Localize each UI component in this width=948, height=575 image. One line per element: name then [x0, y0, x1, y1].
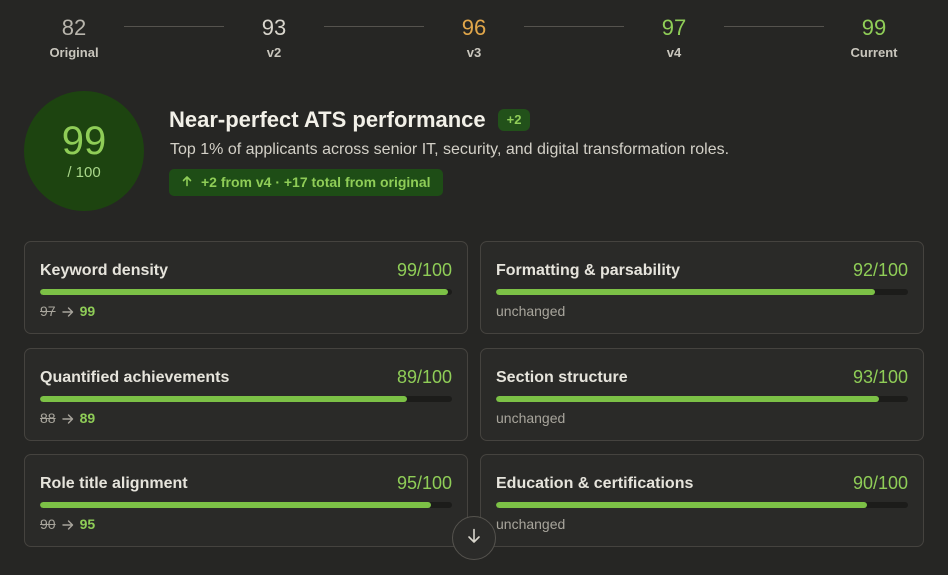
- metric-card[interactable]: Section structure 93/100 unchanged: [480, 347, 924, 441]
- previous-score: 90: [40, 516, 56, 532]
- metric-name: Quantified achievements: [40, 368, 230, 386]
- timeline-step-current[interactable]: 99 Current: [824, 14, 924, 61]
- arrow-up-icon: [181, 169, 193, 196]
- overall-score-circle: 99 / 100: [24, 91, 144, 211]
- timeline-connector: [724, 26, 824, 27]
- metric-name: Section structure: [496, 368, 628, 386]
- metric-score: 95/100: [396, 473, 452, 493]
- delta-badge: +2: [497, 109, 531, 131]
- metric-name: Keyword density: [40, 262, 169, 279]
- arrow-right-icon: [61, 410, 74, 426]
- timeline-step-v2[interactable]: 93 v2: [224, 14, 324, 61]
- timeline-score: 93: [261, 15, 287, 40]
- metric-score: 92/100: [852, 260, 908, 280]
- metric-change-note: unchanged: [496, 516, 566, 532]
- metric-card[interactable]: Formatting & parsability 92/100 unchanged: [480, 241, 924, 334]
- metric-score: 99/100: [396, 260, 452, 280]
- new-score: 99: [79, 303, 96, 319]
- metric-card[interactable]: Education & certifications 90/100 unchange…: [480, 454, 924, 547]
- timeline-score: 97: [661, 15, 687, 40]
- timeline-connector: [324, 26, 424, 27]
- timeline-score: 99: [861, 15, 887, 40]
- hero-title-row: Near-perfect ATS performance +2: [169, 106, 531, 134]
- timeline-label: Current: [850, 45, 898, 60]
- overall-score: 99: [61, 119, 107, 163]
- metric-change-note: unchanged: [496, 409, 566, 426]
- metric-progress-fill: [40, 395, 407, 402]
- trend-text: +2 from v4 · +17 total from original: [201, 174, 431, 190]
- metric-progress-fill: [40, 502, 432, 508]
- overall-score-denominator: / 100: [67, 164, 101, 181]
- metric-progress-fill: [496, 502, 867, 508]
- metric-change-note: unchanged: [496, 303, 566, 319]
- metric-change-note: 90 95: [40, 515, 95, 533]
- metric-card[interactable]: Quantified achievements 89/100 88 89: [24, 347, 468, 441]
- arrow-right-icon: [61, 303, 74, 319]
- metric-card[interactable]: Role title alignment 95/100 90 95: [24, 454, 468, 547]
- scroll-down-button[interactable]: [452, 516, 496, 560]
- metric-progress-track: [496, 289, 908, 295]
- timeline-score: 82: [61, 15, 87, 40]
- new-score: 95: [79, 516, 96, 532]
- metric-progress-track: [496, 502, 908, 508]
- new-score: 89: [79, 409, 96, 426]
- previous-score: 88: [40, 409, 56, 426]
- metric-progress-fill: [40, 289, 448, 295]
- metric-progress-track: [40, 502, 452, 508]
- metric-name: Formatting & parsability: [496, 262, 681, 279]
- timeline-score: 96: [461, 15, 487, 40]
- metric-score: 93/100: [852, 366, 908, 387]
- timeline-connector: [124, 26, 224, 27]
- version-timeline: 82 Original 93 v2 96 v3 97 v4 99 Current: [0, 0, 948, 80]
- metric-change-note: 97 99: [40, 302, 95, 320]
- timeline-step-v3[interactable]: 96 v3: [424, 14, 524, 61]
- metric-card[interactable]: Keyword density 99/100 97 99: [24, 241, 468, 334]
- metric-name: Role title alignment: [40, 475, 188, 492]
- metric-score: 90/100: [852, 473, 908, 493]
- timeline-step-v4[interactable]: 97 v4: [624, 14, 724, 61]
- timeline-label: v2: [266, 45, 282, 60]
- metric-progress-fill: [496, 395, 880, 402]
- metric-progress-track: [40, 395, 452, 402]
- previous-score: 97: [40, 303, 56, 319]
- hero-title: Near-perfect ATS performance: [169, 107, 486, 132]
- timeline-label: v3: [466, 45, 482, 60]
- metric-name: Education & certifications: [496, 475, 694, 492]
- timeline-connector: [524, 26, 624, 27]
- metric-progress-fill: [496, 289, 876, 295]
- timeline-step-original[interactable]: 82 Original: [24, 14, 124, 61]
- timeline-label: Original: [49, 45, 99, 60]
- metric-progress-track: [40, 289, 452, 295]
- timeline-label: v4: [666, 45, 682, 60]
- trend-badge: +2 from v4 · +17 total from original: [169, 169, 443, 196]
- hero-subtitle: Top 1% of applicants across senior IT, s…: [170, 141, 730, 158]
- metric-change-note: 88 89: [40, 409, 95, 427]
- arrow-right-icon: [61, 516, 74, 532]
- metric-score: 89/100: [396, 366, 452, 387]
- arrow-down-icon: [465, 527, 483, 550]
- metric-progress-track: [496, 395, 908, 402]
